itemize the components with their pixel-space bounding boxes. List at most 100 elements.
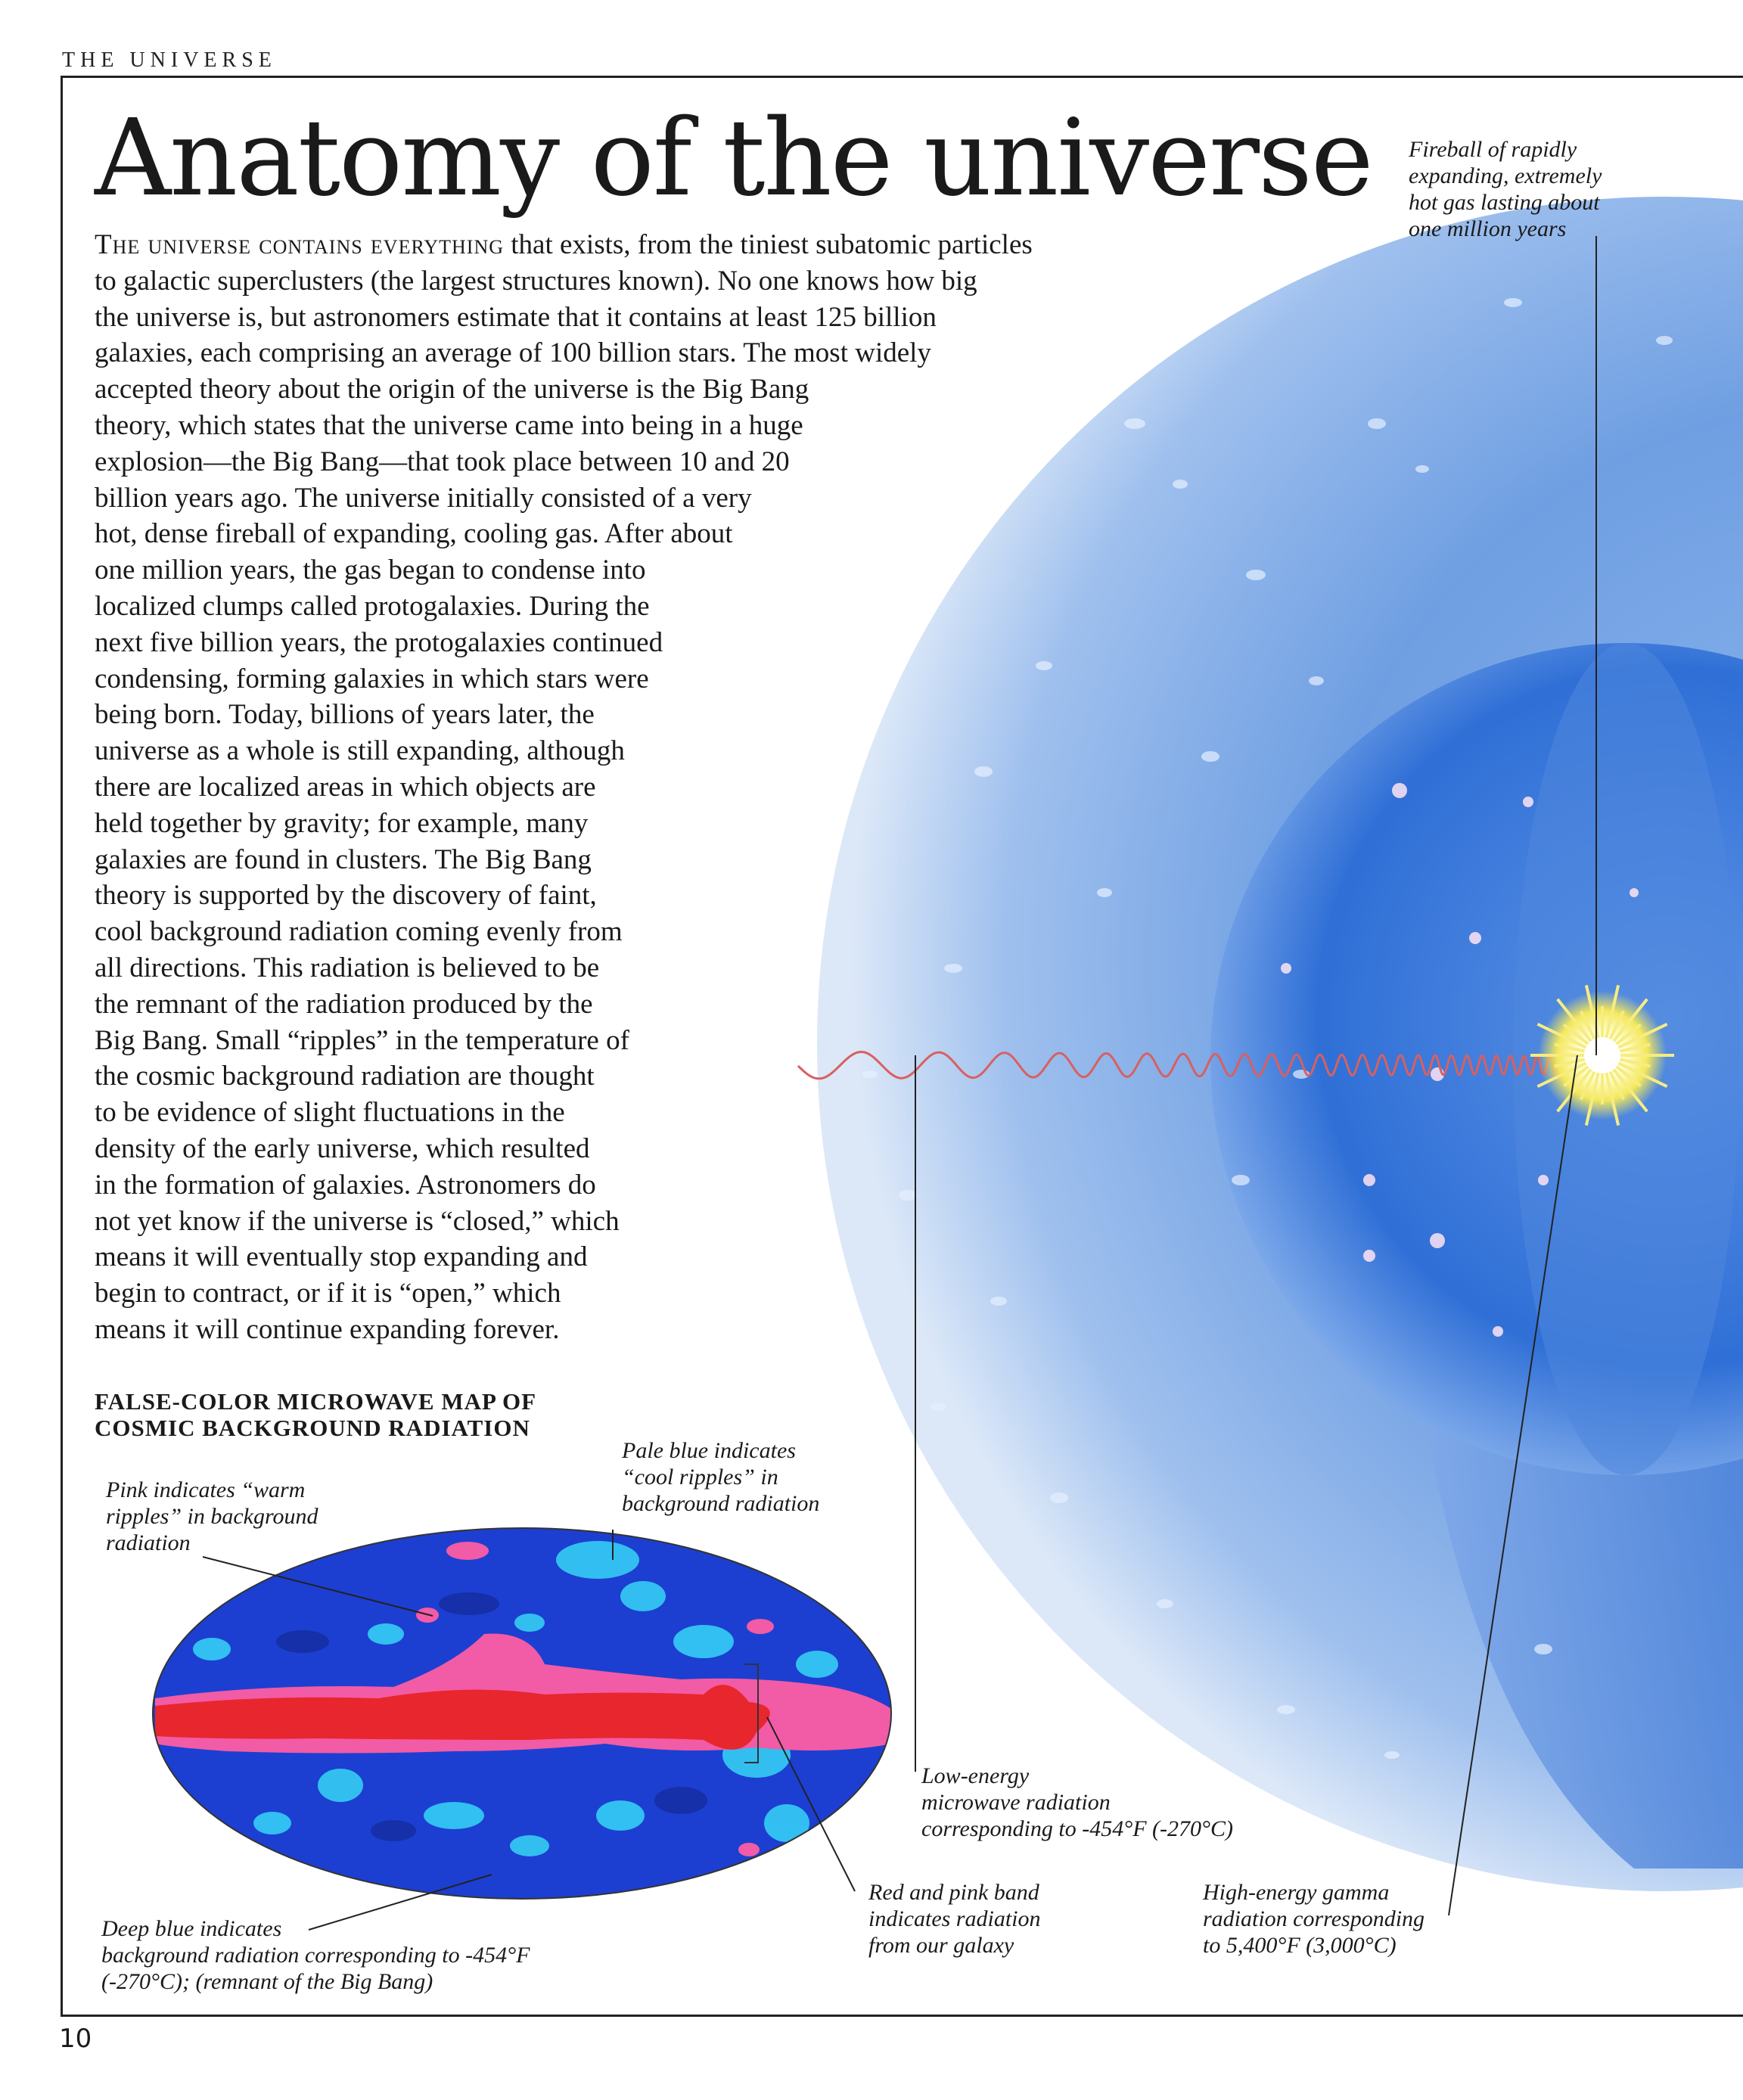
caption-line: Fireball of rapidly [1409, 137, 1577, 162]
caption-line: radiation corresponding [1203, 1906, 1425, 1931]
intro-line: universe as a whole is still expanding, … [95, 735, 625, 767]
intro-line: explosion—the Big Bang—that took place b… [95, 446, 790, 477]
burst-ray [1556, 998, 1595, 1045]
intro-line: begin to contract, or if it is “open,” w… [95, 1278, 561, 1309]
intro-line: not yet know if the universe is “closed,… [95, 1205, 620, 1237]
burst-ray [1579, 1068, 1598, 1101]
caption-line: High-energy gamma [1203, 1880, 1390, 1905]
leader-lines [202, 236, 1597, 1931]
burst-ray [1615, 1060, 1668, 1089]
intro-line: there are localized areas in which objec… [95, 771, 596, 803]
burst-ray [1554, 1042, 1588, 1054]
burst-ray [1579, 1010, 1598, 1042]
intro-line: one million years, the gas began to cond… [95, 555, 646, 586]
burst-ray [1610, 998, 1648, 1045]
running-head: THE UNIVERSE [62, 48, 277, 72]
page-number: 10 [59, 2024, 92, 2054]
caption-line: microwave radiation [921, 1790, 1111, 1815]
intro-line: held together by gravity; for example, m… [95, 807, 589, 839]
caption-line: Low-energy [921, 1763, 1030, 1788]
caption-pink-warm-ripples: Pink indicates “warm ripples” in backgro… [106, 1477, 318, 1556]
burst-ray [1556, 1066, 1595, 1113]
caption-line: expanding, extremely [1409, 163, 1602, 188]
caption-line: from our galaxy [868, 1933, 1014, 1958]
caption-line: one million years [1409, 216, 1567, 241]
intro-line: the universe is, but astronomers estimat… [95, 301, 937, 333]
sphere-cutaway-wedge [1422, 1399, 1743, 1869]
caption-line: to 5,400°F (3,000°C) [1203, 1933, 1397, 1958]
intro-line: The universe contains everything that ex… [95, 227, 1033, 263]
intro-paragraph: The universe contains everything that ex… [95, 227, 1033, 1348]
caption-high-energy-gamma: High-energy gamma radiation correspondin… [1203, 1879, 1425, 1959]
intro-line: galaxies are found in clusters. The Big … [95, 843, 592, 875]
burst-ray [1607, 1068, 1626, 1101]
map-heading: FALSE-COLOR MICROWAVE MAP OF COSMIC BACK… [95, 1388, 536, 1441]
caption-line: hot gas lasting about [1409, 190, 1600, 215]
intro-line: theory, which states that the universe c… [95, 409, 803, 441]
intro-line: accepted theory about the origin of the … [95, 374, 809, 405]
burst-ray [1536, 1022, 1589, 1051]
intro-line: condensing, forming galaxies in which st… [95, 663, 649, 694]
caption-red-pink-band: Red and pink band indicates radiation fr… [868, 1879, 1041, 1959]
caption-line: radiation [106, 1530, 191, 1555]
caption-line: background radiation corresponding to -4… [101, 1943, 530, 1968]
burst-ray [1584, 1070, 1601, 1126]
intro-line: the remnant of the radiation produced by… [95, 988, 593, 1020]
caption-line: Red and pink band [868, 1880, 1039, 1905]
burst-ray [1617, 1057, 1651, 1068]
intro-line: galaxies, each comprising an average of … [95, 337, 931, 369]
burst-ray [1554, 1057, 1588, 1068]
caption-line: Pink indicates “warm [106, 1477, 306, 1502]
intro-line: cool background radiation coming evenly … [95, 916, 623, 948]
caption-line: Pale blue indicates [622, 1438, 796, 1463]
intro-line: localized clumps called protogalaxies. D… [95, 590, 650, 622]
intro-line: being born. Today, billions of years lat… [95, 699, 595, 731]
caption-line: ripples” in background [106, 1504, 318, 1529]
intro-line: theory is supported by the discovery of … [95, 880, 597, 912]
caption-line: (-270°C); (remnant of the Big Bang) [101, 1969, 433, 1994]
intro-line: the cosmic background radiation are thou… [95, 1061, 595, 1092]
map-heading-line: FALSE-COLOR MICROWAVE MAP OF [95, 1388, 537, 1415]
intro-line-text: that exists, from the tiniest subatomic … [504, 229, 1033, 260]
map-heading-line: COSMIC BACKGROUND RADIATION [95, 1415, 530, 1441]
intro-line: means it will continue expanding forever… [95, 1313, 560, 1345]
page-title: Anatomy of the universe [95, 97, 1374, 220]
intro-line: billion years ago. The universe initiall… [95, 482, 752, 514]
burst-ray [1613, 1063, 1642, 1088]
intro-line: means it will eventually stop expanding … [95, 1241, 588, 1273]
burst-ray [1615, 1022, 1668, 1051]
intro-line: hot, dense fireball of expanding, coolin… [95, 518, 733, 550]
microwave-radiation-wave [797, 1051, 1583, 1080]
burst-ray [1617, 1042, 1651, 1054]
caption-line: background radiation [622, 1491, 820, 1516]
galaxy-speckles [862, 298, 1673, 1759]
intro-line: in the formation of galaxies. Astronomer… [95, 1169, 596, 1201]
intro-line: Big Bang. Small “ripples” in the tempera… [95, 1024, 629, 1056]
galaxy-band-bracket [744, 1664, 759, 1763]
burst-ray [1613, 1023, 1642, 1048]
caption-low-energy-microwave: Low-energy microwave radiation correspon… [921, 1763, 1233, 1842]
caption-line: Deep blue indicates [101, 1916, 282, 1941]
burst-ray [1604, 1070, 1620, 1126]
burst-ray [1536, 1060, 1589, 1089]
caption-line: indicates radiation [868, 1906, 1041, 1931]
burst-ray [1562, 1063, 1592, 1088]
intro-line: to be evidence of slight fluctuations in… [95, 1097, 565, 1129]
page-frame [61, 76, 1743, 2017]
burst-ray [1604, 984, 1620, 1041]
caption-line: “cool ripples” in [622, 1465, 778, 1490]
intro-line: all directions. This radiation is believ… [95, 952, 600, 983]
burst-ray [1607, 1010, 1626, 1042]
burst-ray [1610, 1066, 1648, 1113]
caption-line: corresponding to -454°F (-270°C) [921, 1816, 1234, 1841]
fireball-burst [1530, 984, 1674, 1126]
intro-line: density of the early universe, which res… [95, 1132, 590, 1164]
intro-line: to galactic superclusters (the largest s… [95, 265, 977, 297]
intro-lead: The universe contains everything [95, 229, 505, 260]
caption-deep-blue: Deep blue indicates background radiation… [101, 1915, 530, 1995]
burst-ray [1562, 1023, 1592, 1048]
intro-line: next five billion years, the protogalaxi… [95, 626, 663, 658]
microwave-map [152, 1527, 892, 1900]
caption-fireball: Fireball of rapidly expanding, extremely… [1409, 136, 1602, 242]
